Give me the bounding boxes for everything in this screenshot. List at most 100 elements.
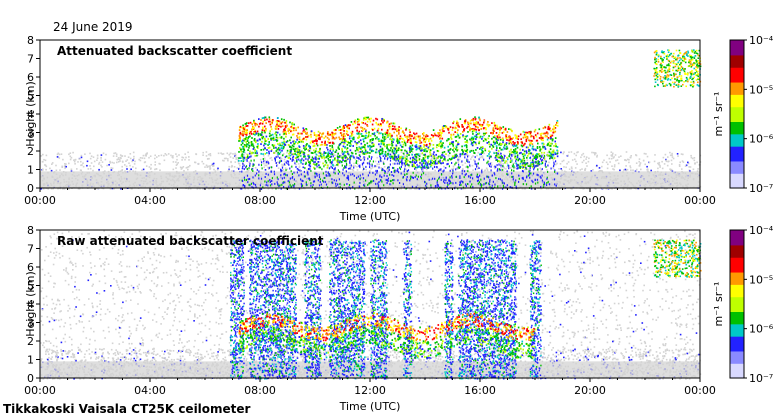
- noise-pixel: [319, 161, 321, 163]
- cloud-pixel: [256, 145, 258, 148]
- cloud-pixel: [270, 128, 273, 131]
- noise-pixel: [132, 166, 134, 168]
- cloud-pixel: [406, 152, 409, 155]
- noise-pixel: [96, 154, 99, 157]
- cloud-pixel: [429, 154, 432, 157]
- noise-pixel: [581, 154, 583, 156]
- cloud-pixel: [396, 147, 398, 150]
- cloud-pixel: [350, 121, 353, 123]
- cloud-pixel: [504, 142, 507, 145]
- cloud-pixel: [481, 123, 484, 126]
- noise-pixel: [145, 165, 148, 167]
- cloud-pixel: [251, 123, 253, 126]
- cloud-pixel: [376, 136, 378, 139]
- noise-pixel: [209, 153, 212, 155]
- cloud-pixel: [465, 144, 468, 146]
- cloud-pixel: [481, 138, 483, 140]
- cloud-pixel: [529, 144, 532, 147]
- noise-pixel: [510, 167, 512, 169]
- noise-pixel: [489, 187, 492, 190]
- noise-pixel: [469, 165, 471, 168]
- cloud-pixel: [453, 120, 455, 123]
- cloud-pixel: [492, 128, 494, 131]
- cloud-pixel: [415, 141, 418, 144]
- cloud-pixel: [275, 128, 277, 130]
- cloud-pixel: [390, 122, 392, 125]
- cloud-pixel: [308, 149, 311, 152]
- noise-pixel: [657, 162, 659, 165]
- cloud-pixel: [499, 138, 502, 141]
- cloud-pixel: [247, 149, 249, 151]
- noise-pixel: [311, 157, 313, 160]
- cloud-pixel: [529, 143, 531, 146]
- noise-pixel: [581, 161, 584, 164]
- cloud-pixel: [328, 134, 330, 136]
- cloud-pixel: [391, 140, 393, 143]
- cloud-pixel: [524, 142, 526, 145]
- noise-pixel: [124, 170, 126, 172]
- cloud-pixel: [432, 134, 435, 137]
- cloud-pixel: [445, 126, 447, 129]
- cloud-pixel: [516, 154, 519, 157]
- cloud-pixel: [365, 132, 368, 134]
- cloud-pixel: [442, 126, 444, 129]
- noise-pixel: [654, 154, 656, 156]
- signal-pixel: [506, 170, 508, 173]
- cloud-pixel: [457, 123, 459, 126]
- cloud-pixel: [513, 150, 515, 153]
- noise-pixel: [465, 166, 467, 168]
- cloud-pixel: [418, 155, 421, 158]
- cloud-pixel: [336, 164, 338, 166]
- noise-pixel: [687, 161, 689, 164]
- cloud-pixel: [543, 143, 545, 146]
- signal-pixel: [478, 181, 481, 184]
- cloud-pixel: [426, 166, 428, 169]
- cloud-pixel: [452, 144, 454, 147]
- cloud-pixel: [492, 136, 495, 139]
- signal-pixel: [343, 183, 345, 186]
- cloud-pixel: [523, 150, 526, 153]
- cloud-pixel: [400, 149, 403, 152]
- cloud-pixel: [239, 131, 242, 134]
- noise-pixel: [688, 166, 690, 168]
- signal-pixel: [512, 163, 514, 166]
- cloud-pixel: [426, 150, 428, 153]
- cloud-pixel: [534, 154, 537, 157]
- cloud-pixel: [508, 128, 510, 130]
- signal-pixel: [375, 182, 377, 185]
- cloud-pixel: [319, 147, 321, 150]
- cloud-pixel: [378, 138, 380, 140]
- signal-pixel: [489, 165, 491, 168]
- noise-pixel: [503, 153, 505, 156]
- noise-pixel: [247, 170, 249, 172]
- noise-pixel: [204, 166, 206, 168]
- cloud-pixel: [544, 148, 547, 150]
- noise-pixel: [119, 170, 122, 172]
- cloud-pixel: [363, 137, 366, 140]
- cloud-pixel: [296, 156, 299, 159]
- noise-pixel: [562, 152, 565, 155]
- noise-pixel: [422, 153, 424, 156]
- cloud-pixel: [288, 129, 291, 131]
- noise-pixel: [579, 169, 582, 171]
- noise-pixel: [476, 168, 479, 170]
- cloud-pixel: [383, 138, 386, 141]
- cloud-pixel: [309, 146, 311, 148]
- cloud-pixel: [246, 129, 248, 131]
- noise-pixel: [539, 163, 542, 166]
- noise-pixel: [644, 163, 646, 166]
- cloud-pixel: [331, 151, 333, 154]
- cloud-pixel: [391, 142, 393, 145]
- noise-pixel: [615, 159, 617, 162]
- signal-pixel: [301, 179, 303, 182]
- noise-pixel: [100, 154, 103, 156]
- cloud-pixel: [242, 127, 245, 129]
- cloud-pixel: [355, 152, 357, 155]
- cloud-pixel: [238, 129, 241, 131]
- noise-pixel: [282, 153, 285, 155]
- signal-pixel: [309, 168, 311, 171]
- cloud-pixel: [392, 128, 395, 130]
- noise-pixel: [388, 187, 390, 190]
- cloud-pixel: [396, 141, 399, 144]
- cloud-pixel: [358, 132, 361, 135]
